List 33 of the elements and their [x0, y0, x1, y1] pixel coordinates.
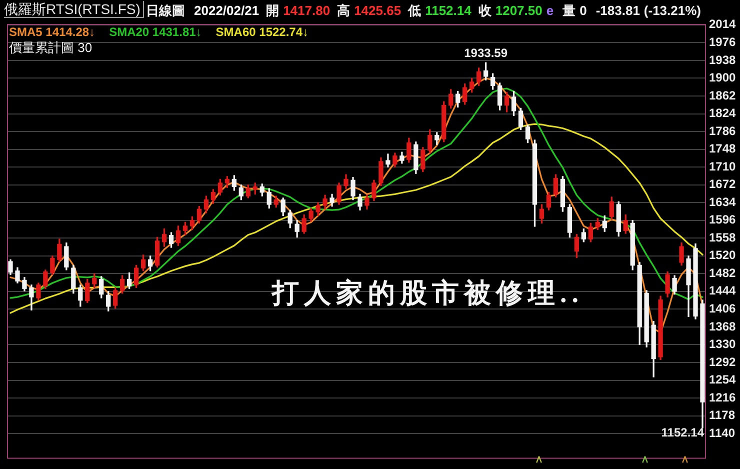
y-tick-label: 1862 — [709, 88, 736, 102]
y-tick-label: 1140 — [709, 426, 736, 440]
y-tick-label: 1900 — [709, 70, 736, 85]
y-tick-label: 1672 — [709, 177, 736, 192]
y-tick-label: 1368 — [709, 319, 736, 334]
y-tick-label: 1482 — [709, 266, 736, 280]
text: SMA20 1431.81↓ — [109, 25, 202, 39]
y-tick-label: 1824 — [709, 106, 736, 120]
y-tick-label: 1634 — [709, 194, 736, 209]
y-tick-label: 1178 — [709, 408, 736, 422]
text: 日線圖 2022/02/21 開 1417.80 高 1425.65 低 1152.14 收 1207.50 e 量 0 -183.81 (-13.21%) — [146, 3, 701, 18]
y-tick-label: 1406 — [709, 302, 736, 316]
y-tick-label: 1938 — [709, 52, 736, 67]
y-tick-label: 1216 — [709, 390, 736, 404]
y-tick-label: 1748 — [709, 142, 736, 156]
annotation: 價量累計圖 30 — [9, 40, 92, 56]
y-tick-label: 2014 — [709, 17, 736, 32]
annotation: 1152.14 — [661, 426, 704, 440]
y-tick-label: 1596 — [709, 212, 736, 227]
y-tick-label: 1254 — [709, 372, 736, 387]
text: SMA60 1522.74↓ — [216, 25, 309, 39]
annotation: 1933.59 — [464, 46, 508, 60]
y-tick-label: 1558 — [709, 230, 736, 244]
y-tick-label: 1976 — [709, 35, 736, 50]
annotation: 打人家的股市被修理.. — [271, 278, 584, 308]
y-tick-label: 1444 — [709, 284, 736, 298]
y-tick-label: 1520 — [709, 248, 736, 262]
y-tick-label: 1330 — [709, 337, 736, 352]
chart-title: 俄羅斯RTSI(RTSI.FS) — [4, 1, 144, 18]
y-tick-label: 1292 — [709, 354, 736, 369]
text: SMA5 1414.28↓ — [9, 25, 96, 39]
y-tick-label: 1786 — [709, 124, 736, 138]
y-tick-label: 1710 — [709, 159, 736, 174]
